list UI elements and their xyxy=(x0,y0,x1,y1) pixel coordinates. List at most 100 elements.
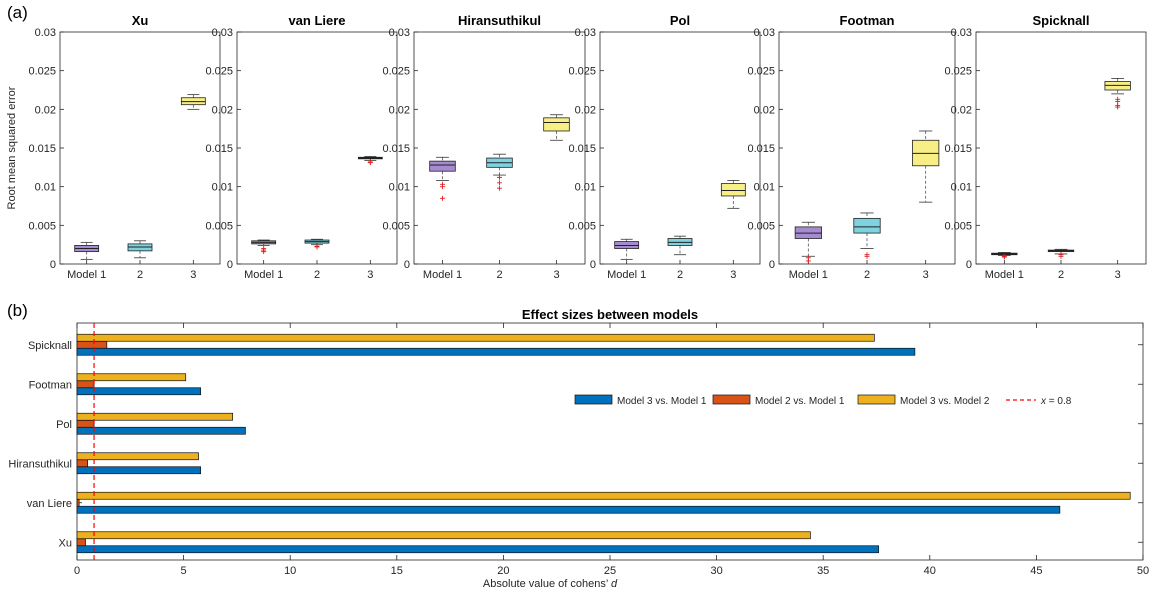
legend-swatch-1 xyxy=(574,394,613,405)
x-tick-label: 3 xyxy=(1115,269,1121,281)
y-tick-label: 0.005 xyxy=(747,220,775,232)
box-panel-5: Footman 0 0.005 0.01 0.015 0.02 0.025 0.03 Model… xyxy=(747,13,956,281)
box-3 xyxy=(180,94,206,110)
y-tick-label: 0.02 xyxy=(575,104,596,116)
box-1 xyxy=(991,251,1018,260)
y-tick-label: Hiransuthikul xyxy=(8,458,72,470)
legend-reference-variable: x xyxy=(1040,396,1047,407)
bar-series-2-footman xyxy=(76,380,95,389)
x-axis-label: Absolute value of cohens’ d xyxy=(483,578,618,590)
panel-title: Hiransuthikul xyxy=(458,13,541,28)
x-tick-label: 3 xyxy=(190,269,196,281)
y-tick-label: 0.015 xyxy=(382,143,410,155)
box-2 xyxy=(304,238,330,250)
outlier-marker xyxy=(1058,253,1064,259)
iqr-box xyxy=(853,217,881,234)
x-tick-label: 20 xyxy=(497,565,509,577)
effect-size-bar-chart: Effect sizes between models 0 5 10 15 20 25 30 3… xyxy=(8,307,1149,590)
outlier-marker xyxy=(261,249,267,255)
x-tick-label: Model 1 xyxy=(423,269,462,281)
y-tick-label: 0 xyxy=(769,259,775,271)
x-tick-label: 2 xyxy=(137,269,143,281)
outlier-marker xyxy=(805,258,811,264)
bar-series-1-xu xyxy=(76,545,879,554)
box-1 xyxy=(614,238,640,260)
y-tick-label: 0.03 xyxy=(575,27,596,39)
bar-series-3-xu xyxy=(76,531,811,540)
box-3 xyxy=(357,156,383,166)
x-tick-label: 3 xyxy=(553,269,559,281)
outlier-marker xyxy=(367,160,373,166)
y-tick-label: 0.03 xyxy=(754,27,775,39)
bar-series-1-hiransuthikul xyxy=(76,466,202,475)
y-tick-label: van Liere xyxy=(27,498,72,510)
x-tick-label: 15 xyxy=(391,565,403,577)
y-tick-label: 0.02 xyxy=(212,104,233,116)
bar-series-3-hiransuthikul xyxy=(76,452,199,461)
box-panel-6: Spicknall 0 0.005 0.01 0.015 0.02 0.025 0.03 Mod… xyxy=(944,13,1147,281)
panel-title: van Liere xyxy=(288,13,345,28)
panel-a-label: (a) xyxy=(7,3,28,22)
box-panel-2: van Liere 0 0.005 0.01 0.015 0.02 0.025 0.03 Mod… xyxy=(205,13,398,281)
outlier-marker xyxy=(497,180,502,186)
box-2 xyxy=(853,212,881,259)
bar-series-3-pol xyxy=(76,412,233,421)
bar-series-3-spicknall xyxy=(76,333,875,342)
outlier-marker xyxy=(314,244,320,250)
legend-label-3: Model 3 vs. Model 2 xyxy=(900,396,990,407)
legend-swatch-2 xyxy=(712,394,751,405)
plot-area xyxy=(413,31,586,265)
x-tick-label: 50 xyxy=(1137,565,1149,577)
x-axis-label-text: Absolute value of cohens’ xyxy=(483,578,611,590)
y-tick-label: 0.01 xyxy=(212,182,233,194)
bar-series-2-van-liere xyxy=(76,498,80,507)
y-tick-label: 0.01 xyxy=(951,182,972,194)
x-tick-label: 2 xyxy=(1058,269,1064,281)
y-tick-label: 0.025 xyxy=(28,66,56,78)
box-panel-4: Pol 0 0.005 0.01 0.015 0.02 0.025 0.03 Model 1 2 3 xyxy=(568,13,761,281)
y-tick-label: 0.015 xyxy=(568,143,596,155)
box-1 xyxy=(794,221,822,264)
x-tick-label: 3 xyxy=(923,269,929,281)
y-tick-label: Xu xyxy=(59,537,72,549)
y-tick-label: 0.025 xyxy=(205,66,233,78)
y-tick-label: 0.02 xyxy=(754,104,775,116)
outlier-marker xyxy=(1115,104,1121,110)
outlier-marker xyxy=(1001,254,1007,260)
x-tick-label: 45 xyxy=(1030,565,1042,577)
legend-reference-text: = 0.8 xyxy=(1046,396,1072,407)
x-tick-label: 25 xyxy=(604,565,616,577)
x-tick-label: 35 xyxy=(817,565,829,577)
plot-area xyxy=(599,31,761,265)
x-tick-label: 2 xyxy=(496,269,502,281)
box-3 xyxy=(543,114,570,141)
y-tick-label: 0.03 xyxy=(35,27,56,39)
y-tick-label: 0 xyxy=(404,259,410,271)
panel-title: Spicknall xyxy=(1032,13,1089,28)
outlier-marker xyxy=(440,195,445,201)
x-tick-label: 2 xyxy=(314,269,320,281)
y-tick-label: 0.015 xyxy=(747,143,775,155)
y-tick-label: 0.03 xyxy=(389,27,410,39)
bar-series-1-footman xyxy=(76,387,202,396)
y-tick-label: 0.005 xyxy=(568,220,596,232)
bar-series-2-spicknall xyxy=(76,340,108,349)
y-tick-label: Footman xyxy=(29,379,72,391)
x-tick-label: 30 xyxy=(710,565,722,577)
bar-series-2-hiransuthikul xyxy=(76,459,89,468)
y-tick-label: 0 xyxy=(50,259,56,271)
outlier-marker xyxy=(440,184,445,190)
x-tick-label: 3 xyxy=(730,269,736,281)
y-tick-label: 0.025 xyxy=(944,66,972,78)
x-tick-label: 40 xyxy=(924,565,936,577)
x-axis-label-variable: d xyxy=(611,578,618,590)
y-tick-label: 0.01 xyxy=(389,182,410,194)
box-1 xyxy=(251,239,277,255)
box-3 xyxy=(720,180,746,209)
y-axis-label: Root mean squared error xyxy=(6,86,18,209)
box-2 xyxy=(127,240,153,259)
y-tick-label: 0.01 xyxy=(754,182,775,194)
y-tick-label: Pol xyxy=(56,419,72,431)
